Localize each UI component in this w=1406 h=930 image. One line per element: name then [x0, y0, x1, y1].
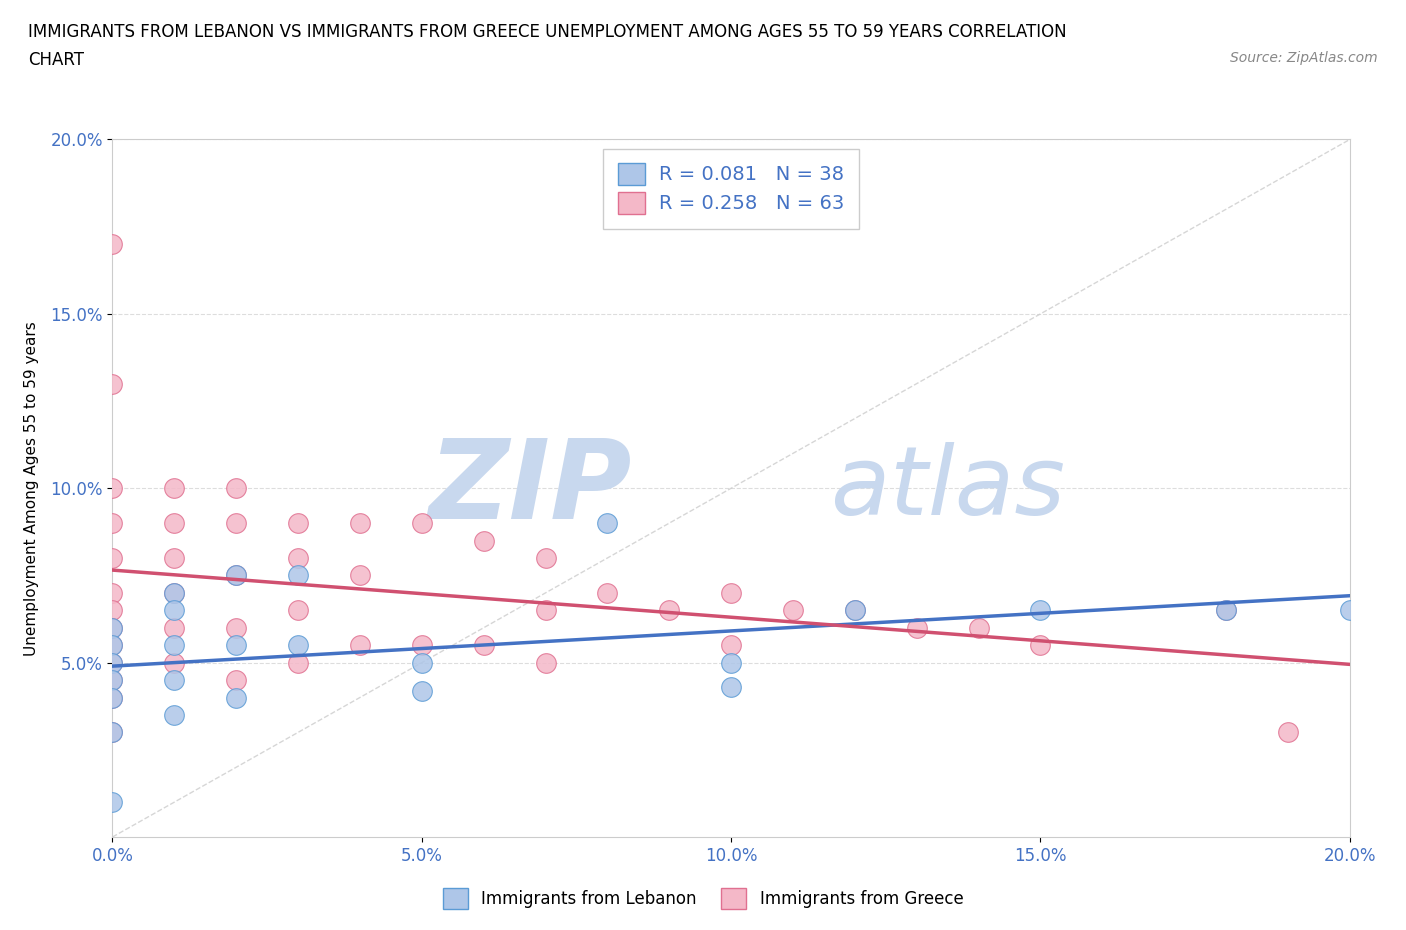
- Point: [101, 794, 124, 809]
- Point: [101, 620, 124, 635]
- Point: [225, 620, 247, 635]
- Point: [101, 725, 124, 740]
- Point: [1215, 603, 1237, 618]
- Point: [287, 655, 309, 670]
- Point: [1339, 603, 1361, 618]
- Point: [101, 655, 124, 670]
- Point: [101, 237, 124, 252]
- Point: [163, 672, 186, 687]
- Point: [411, 683, 433, 698]
- Point: [163, 586, 186, 601]
- Legend: R = 0.081   N = 38, R = 0.258   N = 63: R = 0.081 N = 38, R = 0.258 N = 63: [603, 149, 859, 229]
- Point: [101, 655, 124, 670]
- Text: Source: ZipAtlas.com: Source: ZipAtlas.com: [1230, 51, 1378, 65]
- Point: [163, 551, 186, 565]
- Point: [596, 515, 619, 530]
- Point: [967, 620, 990, 635]
- Point: [101, 551, 124, 565]
- Point: [163, 708, 186, 723]
- Point: [658, 603, 681, 618]
- Point: [101, 586, 124, 601]
- Point: [101, 638, 124, 653]
- Point: [225, 568, 247, 583]
- Point: [720, 655, 742, 670]
- Point: [225, 638, 247, 653]
- Point: [720, 638, 742, 653]
- Point: [163, 603, 186, 618]
- Point: [225, 515, 247, 530]
- Point: [349, 515, 371, 530]
- Point: [411, 655, 433, 670]
- Point: [225, 481, 247, 496]
- Text: CHART: CHART: [28, 51, 84, 69]
- Point: [101, 620, 124, 635]
- Text: IMMIGRANTS FROM LEBANON VS IMMIGRANTS FROM GREECE UNEMPLOYMENT AMONG AGES 55 TO : IMMIGRANTS FROM LEBANON VS IMMIGRANTS FR…: [28, 23, 1067, 41]
- Point: [225, 672, 247, 687]
- Point: [720, 680, 742, 695]
- Point: [596, 586, 619, 601]
- Point: [163, 586, 186, 601]
- Point: [101, 638, 124, 653]
- Point: [844, 603, 866, 618]
- Point: [720, 586, 742, 601]
- Point: [782, 603, 804, 618]
- Point: [287, 603, 309, 618]
- Point: [411, 515, 433, 530]
- Point: [1029, 638, 1052, 653]
- Point: [101, 603, 124, 618]
- Point: [101, 672, 124, 687]
- Point: [101, 672, 124, 687]
- Point: [163, 638, 186, 653]
- Point: [287, 515, 309, 530]
- Point: [472, 533, 495, 548]
- Point: [101, 376, 124, 391]
- Point: [534, 603, 557, 618]
- Point: [534, 551, 557, 565]
- Point: [287, 638, 309, 653]
- Y-axis label: Unemployment Among Ages 55 to 59 years: Unemployment Among Ages 55 to 59 years: [24, 321, 39, 656]
- Point: [1215, 603, 1237, 618]
- Point: [163, 515, 186, 530]
- Point: [101, 515, 124, 530]
- Point: [163, 655, 186, 670]
- Point: [101, 481, 124, 496]
- Point: [1277, 725, 1299, 740]
- Point: [101, 725, 124, 740]
- Point: [287, 568, 309, 583]
- Text: ZIP: ZIP: [429, 434, 633, 542]
- Point: [349, 568, 371, 583]
- Point: [1029, 603, 1052, 618]
- Text: atlas: atlas: [830, 442, 1066, 535]
- Point: [411, 638, 433, 653]
- Point: [101, 690, 124, 705]
- Point: [844, 603, 866, 618]
- Point: [163, 481, 186, 496]
- Point: [349, 638, 371, 653]
- Point: [101, 690, 124, 705]
- Legend: Immigrants from Lebanon, Immigrants from Greece: Immigrants from Lebanon, Immigrants from…: [434, 880, 972, 917]
- Point: [225, 568, 247, 583]
- Point: [163, 620, 186, 635]
- Point: [287, 551, 309, 565]
- Point: [472, 638, 495, 653]
- Point: [534, 655, 557, 670]
- Point: [905, 620, 928, 635]
- Point: [225, 690, 247, 705]
